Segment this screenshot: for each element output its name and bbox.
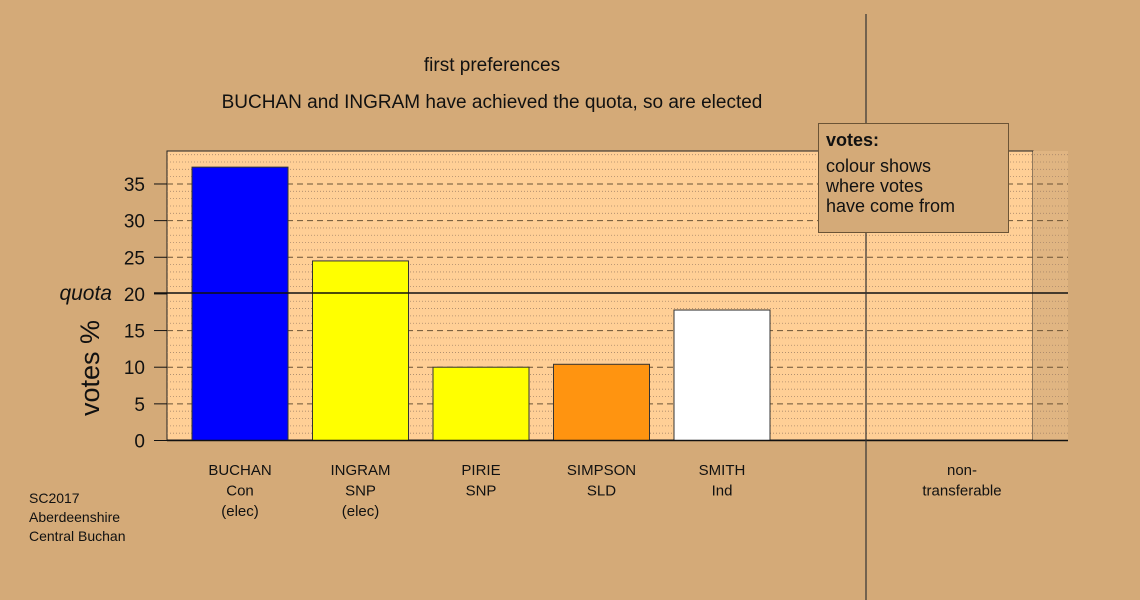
y-tick-label: 5: [134, 395, 145, 416]
y-tick-label: 20: [124, 285, 145, 306]
y-tick-label: 15: [124, 322, 145, 343]
bar-simpson: [553, 363, 650, 442]
legend-line: colour shows: [826, 156, 932, 176]
category-label-line: BUCHAN: [208, 462, 271, 479]
footnote: SC2017 Aberdeenshire Central Buchan: [29, 490, 126, 544]
y-tick-label: 35: [124, 175, 145, 196]
category-label-line: SIMPSON: [567, 462, 636, 479]
nontransferable-label-line: non-: [947, 462, 977, 479]
bar-buchan: [191, 166, 289, 441]
category-label-line: SLD: [587, 483, 616, 500]
legend-line: have come from: [826, 196, 956, 216]
category-label-line: SMITH: [699, 462, 746, 479]
bar-smith: [673, 309, 771, 441]
bar-ingram: [312, 260, 409, 441]
category-label: BUCHAN Con (elec): [208, 462, 271, 520]
category-label: SMITH Ind: [699, 462, 746, 500]
footnote-line: Central Buchan: [29, 528, 126, 544]
category-label: SIMPSON SLD: [567, 462, 636, 500]
quota-label: quota: [59, 282, 112, 305]
y-ticks: 0 5 10 15 20 25 30 35: [124, 175, 167, 453]
category-label-line: INGRAM: [331, 462, 391, 479]
legend-box: votes: colour shows where votes have com…: [818, 123, 1009, 233]
footnote-line: Aberdeenshire: [29, 509, 120, 525]
y-tick-label: 10: [124, 358, 145, 379]
category-label: PIRIE SNP: [461, 462, 500, 500]
category-label-line: (elec): [221, 503, 259, 520]
y-tick-label: 25: [124, 248, 145, 269]
category-label-line: SNP: [345, 483, 376, 500]
bars: [191, 166, 771, 442]
category-label-line: Ind: [712, 483, 733, 500]
chart-subtitle: BUCHAN and INGRAM have achieved the quot…: [222, 92, 763, 113]
bar-pirie: [432, 366, 530, 441]
legend-line: where votes: [826, 176, 924, 196]
nontransferable-label: non-transferable: [922, 462, 1001, 500]
y-axis-label: votes %: [75, 320, 105, 416]
category-label: INGRAM SNP (elec): [331, 462, 391, 520]
category-label-line: Con: [226, 483, 254, 500]
footnote-line: SC2017: [29, 490, 80, 506]
category-label-line: PIRIE: [461, 462, 500, 479]
nontransferable-plot-area: [1033, 151, 1068, 440]
y-tick-label: 0: [134, 432, 145, 453]
category-label-line: SNP: [466, 483, 497, 500]
nontransferable-label-line: transferable: [922, 483, 1001, 500]
category-label-line: (elec): [342, 503, 380, 520]
y-tick-label: 30: [124, 212, 145, 233]
legend-title: votes:: [826, 130, 880, 150]
x-categories: BUCHAN Con (elec) INGRAM SNP (elec) PIRIE SNP SI…: [208, 462, 1001, 520]
chart-title: first preferences: [424, 55, 560, 76]
